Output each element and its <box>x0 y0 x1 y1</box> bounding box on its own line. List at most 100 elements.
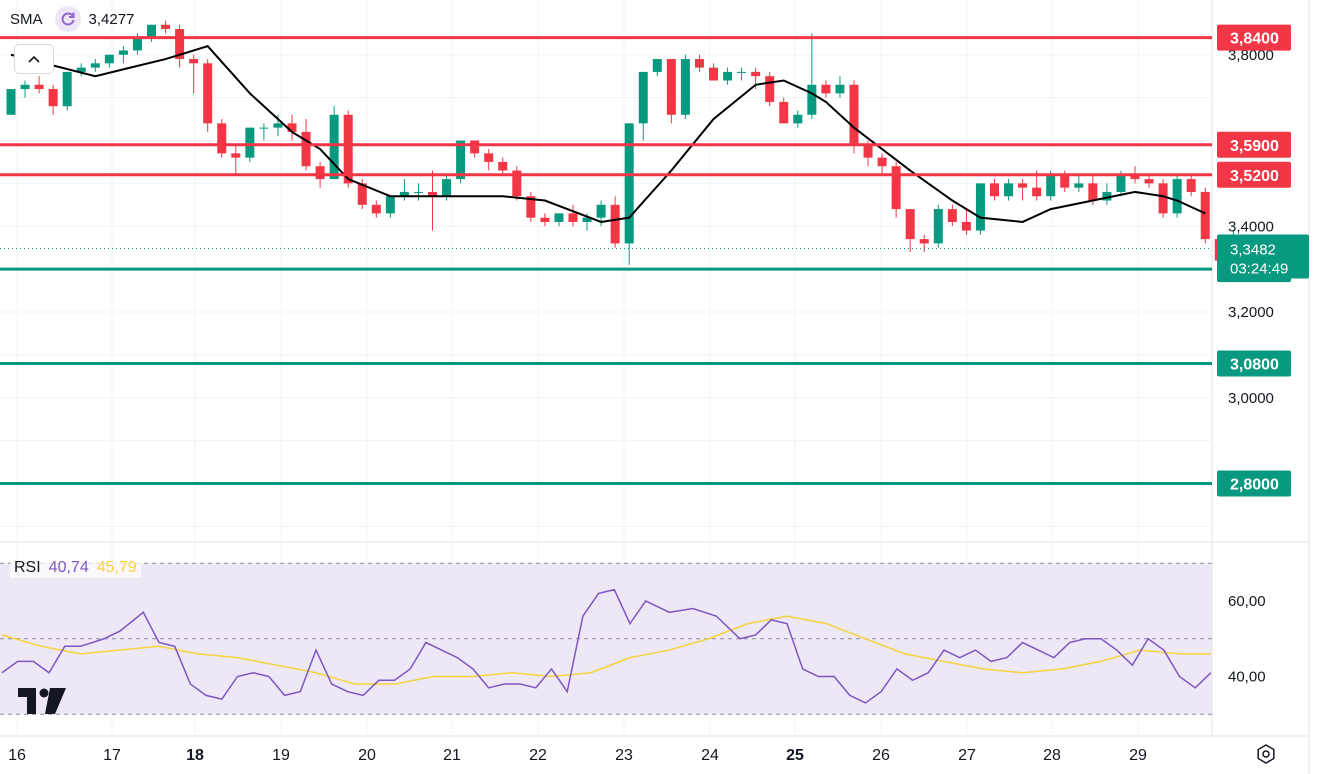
rsi-legend[interactable]: RSI 40,74 45,79 <box>10 558 141 578</box>
candle <box>849 80 859 154</box>
candle <box>456 140 466 184</box>
candle-body <box>1074 183 1084 188</box>
rsi-line <box>1 588 1212 704</box>
candle <box>933 204 943 248</box>
candle <box>6 89 16 115</box>
candle <box>765 71 775 107</box>
candle <box>104 54 114 68</box>
candle <box>793 110 803 128</box>
candle <box>835 76 845 98</box>
rsi-name: RSI <box>14 559 41 576</box>
candle-body <box>540 217 550 222</box>
candle <box>807 33 817 120</box>
settings-gear-icon[interactable] <box>1255 743 1277 770</box>
level-label-bg <box>1217 350 1291 377</box>
candle-body <box>891 166 901 210</box>
price-tick-label: 3,2000 <box>1228 304 1274 321</box>
candle-body <box>1172 179 1182 214</box>
candle <box>680 54 690 120</box>
candle-body <box>175 29 185 60</box>
candle <box>161 20 171 34</box>
level-label-text: 3,5200 <box>1230 168 1279 185</box>
time-tick-label: 24 <box>701 747 719 764</box>
candle-body <box>371 204 381 214</box>
candle <box>62 71 72 111</box>
candle <box>905 209 915 252</box>
candle-body <box>638 71 648 124</box>
level-price-label: 3,5900 <box>1217 131 1291 158</box>
candle-body <box>315 166 325 180</box>
candle-body <box>259 127 269 129</box>
candle <box>217 119 227 158</box>
candle-body <box>990 183 999 197</box>
candle <box>385 196 395 218</box>
candle <box>554 213 564 227</box>
time-tick-label: 27 <box>958 747 976 764</box>
candle-body <box>835 84 845 94</box>
candle-body <box>104 54 114 64</box>
candle <box>961 209 971 235</box>
sma-refresh-icon[interactable] <box>54 6 81 32</box>
candle-body <box>245 127 255 158</box>
level-label-bg <box>1217 24 1291 51</box>
current-price-countdown: 03:24:49 <box>1230 260 1288 277</box>
rsi-tick-label: 40,00 <box>1228 669 1266 686</box>
candle-body <box>512 170 522 197</box>
collapse-legend-button[interactable] <box>14 44 54 74</box>
candle-body <box>413 191 423 193</box>
sma-legend[interactable]: SMA 3,4277 <box>6 6 134 32</box>
chevron-up-icon <box>28 55 40 63</box>
candle-body <box>1004 183 1014 197</box>
candle <box>666 59 676 124</box>
level-label-text: 2,8000 <box>1230 477 1279 494</box>
candle-body <box>1032 187 1042 197</box>
candle-body <box>821 84 831 94</box>
candle <box>259 123 269 141</box>
candle <box>990 179 999 201</box>
candle <box>76 63 86 77</box>
candle-body <box>694 59 704 68</box>
price-tick-label: 3,8000 <box>1228 47 1274 64</box>
candle-body <box>680 59 690 115</box>
candle-body <box>751 71 761 77</box>
candle-body <box>147 24 156 38</box>
candle <box>540 213 550 227</box>
level-label-text: 3,0800 <box>1230 356 1279 373</box>
time-tick-label: 25 <box>786 747 804 764</box>
candle <box>371 200 381 218</box>
time-tick-label: 26 <box>872 747 890 764</box>
candle <box>1144 174 1154 188</box>
level-label-text: 3,8400 <box>1230 31 1279 48</box>
level-price-label: 3,0800 <box>1217 350 1291 377</box>
candle <box>821 80 831 98</box>
candle-body <box>76 67 86 72</box>
candle <box>694 54 704 72</box>
candle-body <box>624 123 634 244</box>
candle <box>877 153 887 175</box>
candle-body <box>470 140 480 154</box>
candle-body <box>287 123 297 132</box>
time-tick-label: 18 <box>186 747 204 764</box>
candle-body <box>48 89 58 107</box>
candle-body <box>1130 174 1140 180</box>
candle-body <box>652 59 662 72</box>
candle <box>48 84 58 115</box>
candle-body <box>484 153 494 162</box>
candle-body <box>357 183 367 205</box>
candle <box>20 80 30 98</box>
candle-body <box>399 191 409 197</box>
candle-body <box>329 114 339 180</box>
candle <box>638 71 648 141</box>
sma-line <box>10 45 1206 223</box>
candle <box>1158 179 1168 218</box>
candle <box>1186 174 1196 197</box>
rsi-band <box>0 563 1212 715</box>
candle <box>189 54 199 94</box>
time-tick-label: 20 <box>358 747 376 764</box>
candle-body <box>20 84 30 90</box>
tradingview-logo-icon[interactable] <box>18 688 66 719</box>
candle-body <box>203 63 213 124</box>
candle <box>1074 174 1084 192</box>
rsi-value: 40,74 <box>48 559 89 576</box>
